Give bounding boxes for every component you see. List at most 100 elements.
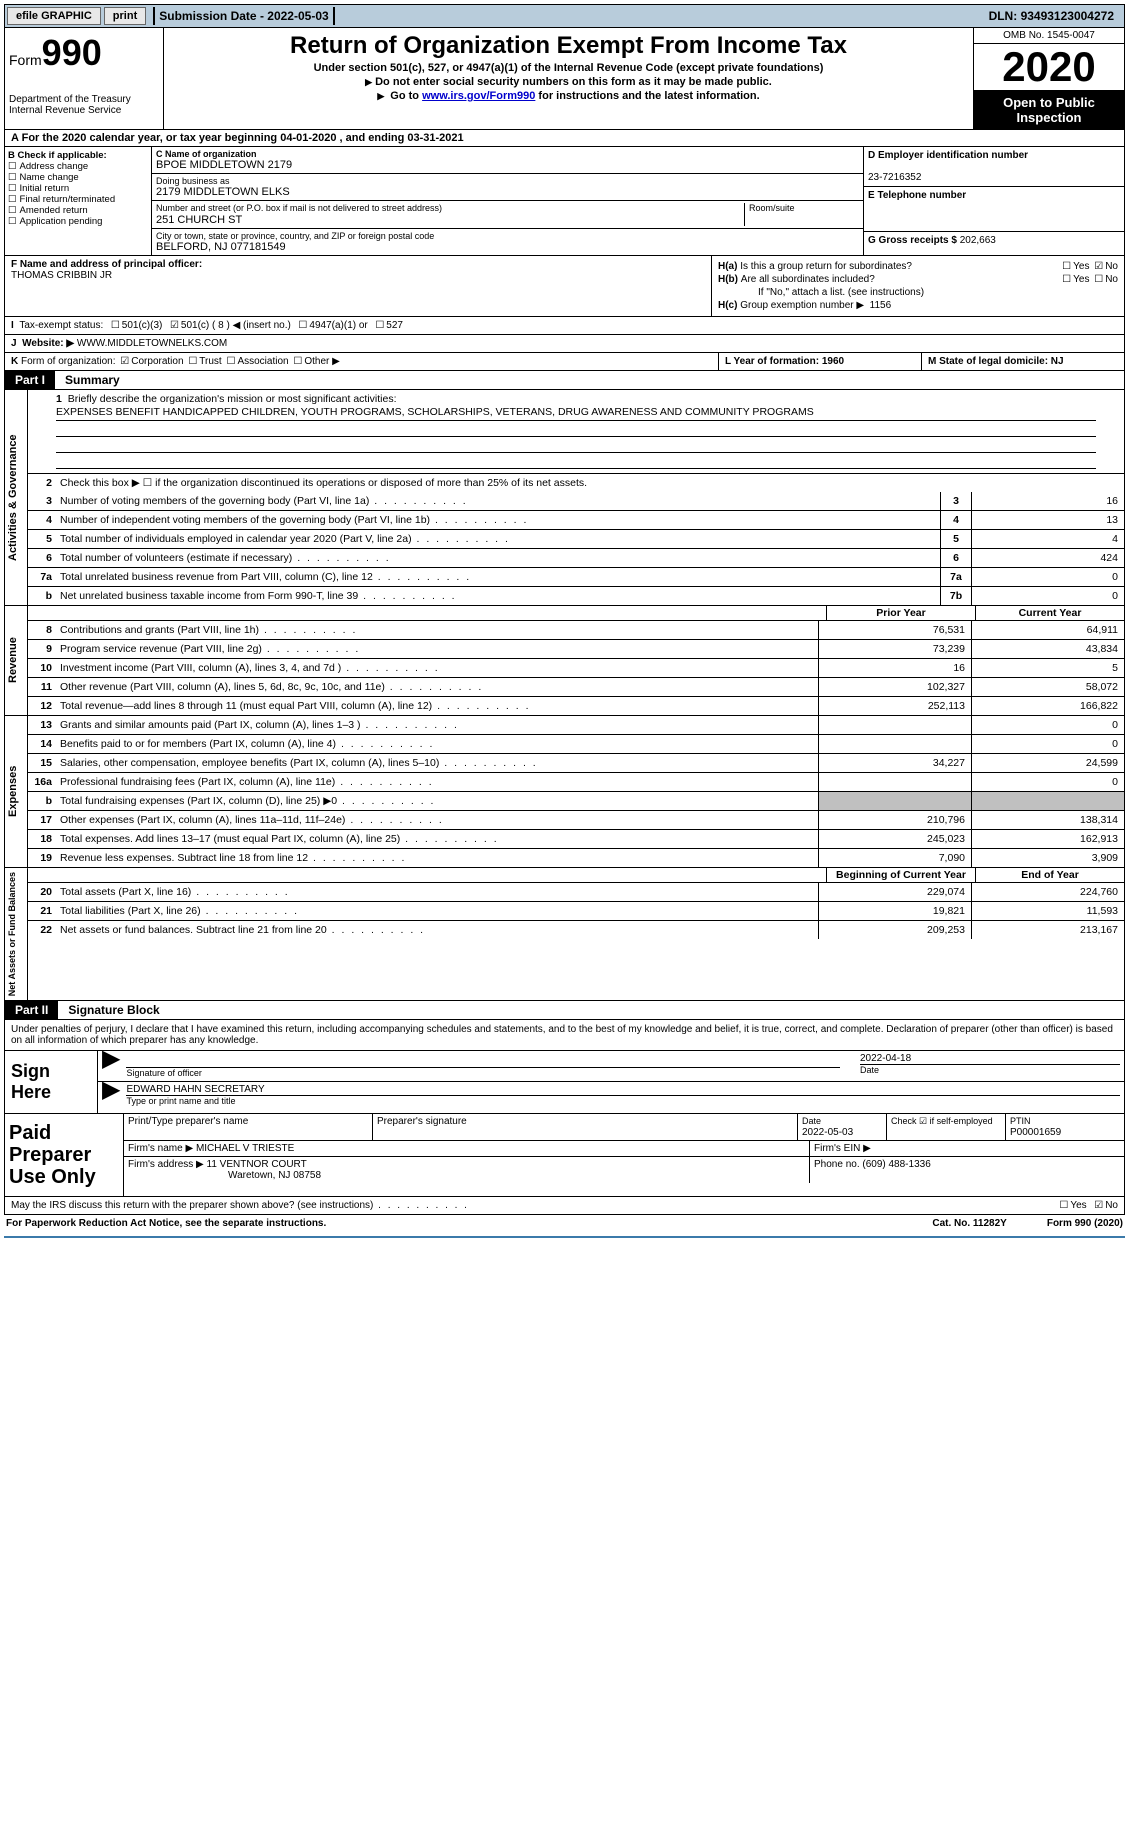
summary-row: bTotal fundraising expenses (Part IX, co… [28, 792, 1124, 811]
summary-row: 4Number of independent voting members of… [28, 511, 1124, 530]
ptin: P00001659 [1010, 1127, 1061, 1138]
firm-phone: Phone no. (609) 488-1336 [810, 1157, 1124, 1183]
firm-name: Firm's name ▶ MICHAEL V TRIESTE [124, 1141, 810, 1156]
omb-number: OMB No. 1545-0047 [974, 28, 1124, 44]
summary-row: 16aProfessional fundraising fees (Part I… [28, 773, 1124, 792]
revenue-header-row: Prior Year Current Year [28, 606, 1124, 621]
discuss-yes[interactable] [1057, 1200, 1070, 1211]
check-501c3[interactable] [109, 320, 122, 331]
subtitle-2: Do not enter social security numbers on … [172, 76, 965, 88]
header-right: OMB No. 1545-0047 2020 Open to PublicIns… [973, 28, 1124, 129]
officer-signature-name: EDWARD HAHN SECRETARY [126, 1084, 1120, 1095]
check-amended-return[interactable]: Amended return [8, 205, 148, 216]
check-trust[interactable] [186, 356, 199, 367]
gross-receipts: 202,663 [960, 235, 996, 246]
summary-row: 9Program service revenue (Part VIII, lin… [28, 640, 1124, 659]
summary-row: 12Total revenue—add lines 8 through 11 (… [28, 697, 1124, 715]
box-c-org-info: C Name of organization BPOE MIDDLETOWN 2… [152, 147, 863, 255]
group-exemption: 1156 [870, 300, 892, 311]
year-formation: L Year of formation: 1960 [718, 353, 921, 370]
summary-row: 21Total liabilities (Part X, line 26)19,… [28, 902, 1124, 921]
page-footer: For Paperwork Reduction Act Notice, see … [4, 1215, 1125, 1232]
check-4947[interactable] [296, 320, 309, 331]
summary-row: 7aTotal unrelated business revenue from … [28, 568, 1124, 587]
check-other[interactable] [291, 356, 304, 367]
hb-no[interactable] [1092, 274, 1105, 285]
revenue-section: Revenue Prior Year Current Year 8Contrib… [4, 606, 1125, 716]
ha-no[interactable] [1092, 261, 1105, 272]
box-h-group: H(a) Is this a group return for subordin… [712, 256, 1124, 316]
top-bar: efile GRAPHIC print Submission Date - 20… [4, 4, 1125, 28]
summary-row: 13Grants and similar amounts paid (Part … [28, 716, 1124, 735]
ein-value: 23-7216352 [868, 172, 921, 183]
check-corporation[interactable] [118, 356, 131, 367]
irs-link[interactable]: www.irs.gov/Form990 [422, 90, 535, 102]
open-to-public: Open to PublicInspection [974, 91, 1124, 129]
part2-header: Part II Signature Block [4, 1001, 1125, 1020]
separator [333, 7, 335, 25]
balance-header-row: Beginning of Current Year End of Year [28, 868, 1124, 883]
summary-row: 5Total number of individuals employed in… [28, 530, 1124, 549]
efile-button[interactable]: efile GRAPHIC [7, 7, 101, 25]
org-city: BELFORD, NJ 077181549 [156, 241, 859, 253]
form-header: Form990 Department of the Treasury Inter… [4, 28, 1125, 130]
form-number: 990 [42, 32, 102, 73]
vtab-expenses: Expenses [5, 716, 28, 867]
part1-title: Summary [55, 371, 1124, 389]
expenses-section: Expenses 13Grants and similar amounts pa… [4, 716, 1125, 868]
net-assets-section: Net Assets or Fund Balances Beginning of… [4, 868, 1125, 1001]
summary-row: 19Revenue less expenses. Subtract line 1… [28, 849, 1124, 867]
box-b-checks: B Check if applicable: Address change Na… [5, 147, 152, 255]
dept-treasury: Department of the Treasury [9, 94, 159, 105]
check-initial-return[interactable]: Initial return [8, 183, 148, 194]
governance-section: Activities & Governance 1 Briefly descri… [4, 390, 1125, 606]
org-dba: 2179 MIDDLETOWN ELKS [156, 186, 859, 198]
summary-row: 3Number of voting members of the governi… [28, 492, 1124, 511]
self-employed-check[interactable]: Check ☑ if self-employed [887, 1114, 1006, 1140]
hb-yes[interactable] [1060, 274, 1073, 285]
paid-preparer-block: Paid Preparer Use Only Print/Type prepar… [4, 1114, 1125, 1197]
vtab-governance: Activities & Governance [5, 390, 28, 605]
org-name: BPOE MIDDLETOWN 2179 [156, 159, 859, 171]
form-word: Form [9, 52, 42, 68]
summary-row: 10Investment income (Part VIII, column (… [28, 659, 1124, 678]
website-value[interactable]: WWW.MIDDLETOWNELKS.COM [77, 338, 227, 349]
row-j-website: J Website: ▶ WWW.MIDDLETOWNELKS.COM [4, 335, 1125, 353]
check-address-change[interactable]: Address change [8, 161, 148, 172]
check-527[interactable] [373, 320, 386, 331]
ha-yes[interactable] [1060, 261, 1073, 272]
prep-date: 2022-05-03 [802, 1127, 853, 1138]
vtab-revenue: Revenue [5, 606, 28, 715]
sign-arrow-icon: ▶ [102, 1084, 120, 1106]
sign-date: 2022-04-18 [860, 1053, 1120, 1064]
check-final-return[interactable]: Final return/terminated [8, 194, 148, 205]
box-d-e-g: D Employer identification number 23-7216… [863, 147, 1124, 255]
summary-row: 6Total number of volunteers (estimate if… [28, 549, 1124, 568]
sign-here-label: Sign Here [5, 1051, 98, 1113]
discuss-no[interactable] [1092, 1200, 1105, 1211]
officer-group-block: F Name and address of principal officer:… [4, 256, 1125, 317]
irs-label: Internal Revenue Service [9, 105, 159, 116]
check-501c[interactable] [168, 320, 181, 331]
check-association[interactable] [224, 356, 237, 367]
part1-tab: Part I [5, 371, 55, 389]
subtitle-3: Go to www.irs.gov/Form990 for instructio… [172, 90, 965, 102]
vtab-net-assets: Net Assets or Fund Balances [5, 868, 28, 1000]
submission-date-label: Submission Date - 2022-05-03 [159, 9, 328, 23]
print-button[interactable]: print [104, 7, 146, 25]
summary-row: bNet unrelated business taxable income f… [28, 587, 1124, 605]
paid-preparer-label: Paid Preparer Use Only [5, 1114, 124, 1196]
check-name-change[interactable]: Name change [8, 172, 148, 183]
summary-row: 22Net assets or fund balances. Subtract … [28, 921, 1124, 939]
bottom-rule [4, 1236, 1125, 1238]
check-application-pending[interactable]: Application pending [8, 216, 148, 227]
identity-block: B Check if applicable: Address change Na… [4, 147, 1125, 256]
signature-declaration: Under penalties of perjury, I declare th… [4, 1020, 1125, 1051]
summary-row: 20Total assets (Part X, line 16)229,0742… [28, 883, 1124, 902]
separator [153, 7, 155, 25]
subtitle-1: Under section 501(c), 527, or 4947(a)(1)… [172, 62, 965, 74]
firm-address: Firm's address ▶ 11 VENTNOR COURT Wareto… [124, 1157, 810, 1183]
part1-header: Part I Summary [4, 371, 1125, 390]
state-domicile: M State of legal domicile: NJ [921, 353, 1124, 370]
dln: DLN: 93493123004272 [989, 9, 1122, 23]
